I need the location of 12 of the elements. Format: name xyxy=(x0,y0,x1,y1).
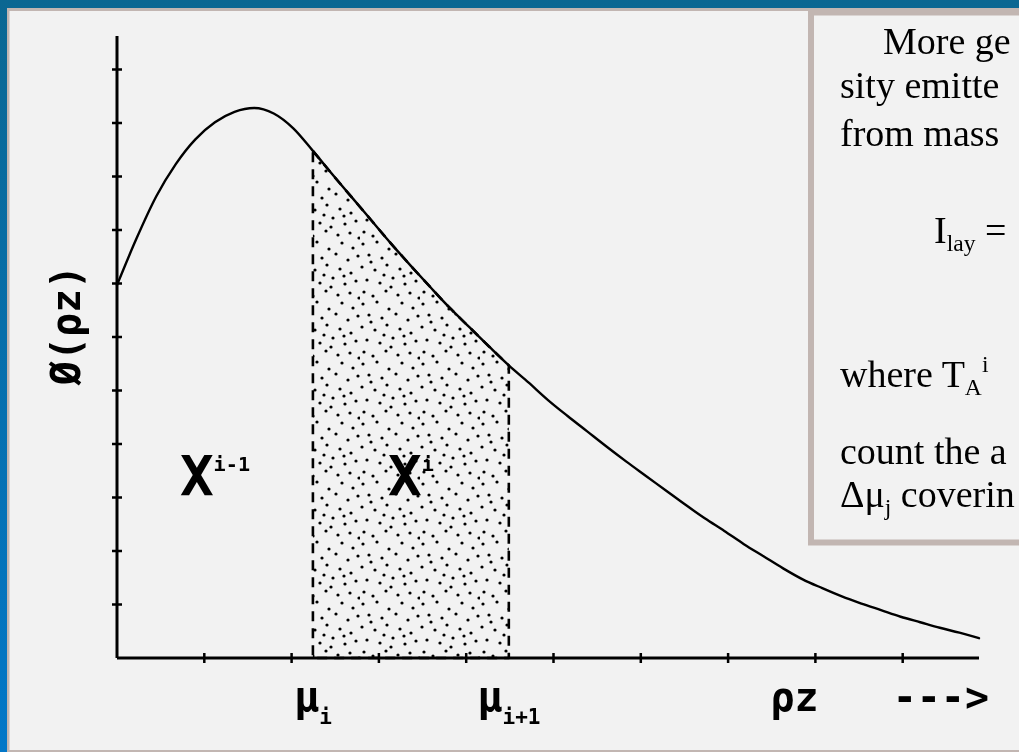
annotation: X$^{i}$ xyxy=(387,443,434,508)
annotation: count the a xyxy=(840,430,1007,472)
annotation: Δμ$_{j}$ coverin xyxy=(840,473,1015,520)
y-axis-title: Ø(ρz) xyxy=(43,264,89,387)
x-axis-title: ρz ---> xyxy=(770,674,989,720)
x-tick-label: μ$_{i}$ xyxy=(293,672,332,729)
x-tick-label: μ$_{i+1}$ xyxy=(477,672,541,729)
annotation: from mass xyxy=(840,112,1000,154)
annotation: X$^{i-1}$ xyxy=(179,443,251,508)
annotation: I$_{lay}$ = xyxy=(934,209,1007,256)
text: sity emitte xyxy=(840,64,1000,106)
text: More ge xyxy=(883,20,1011,62)
